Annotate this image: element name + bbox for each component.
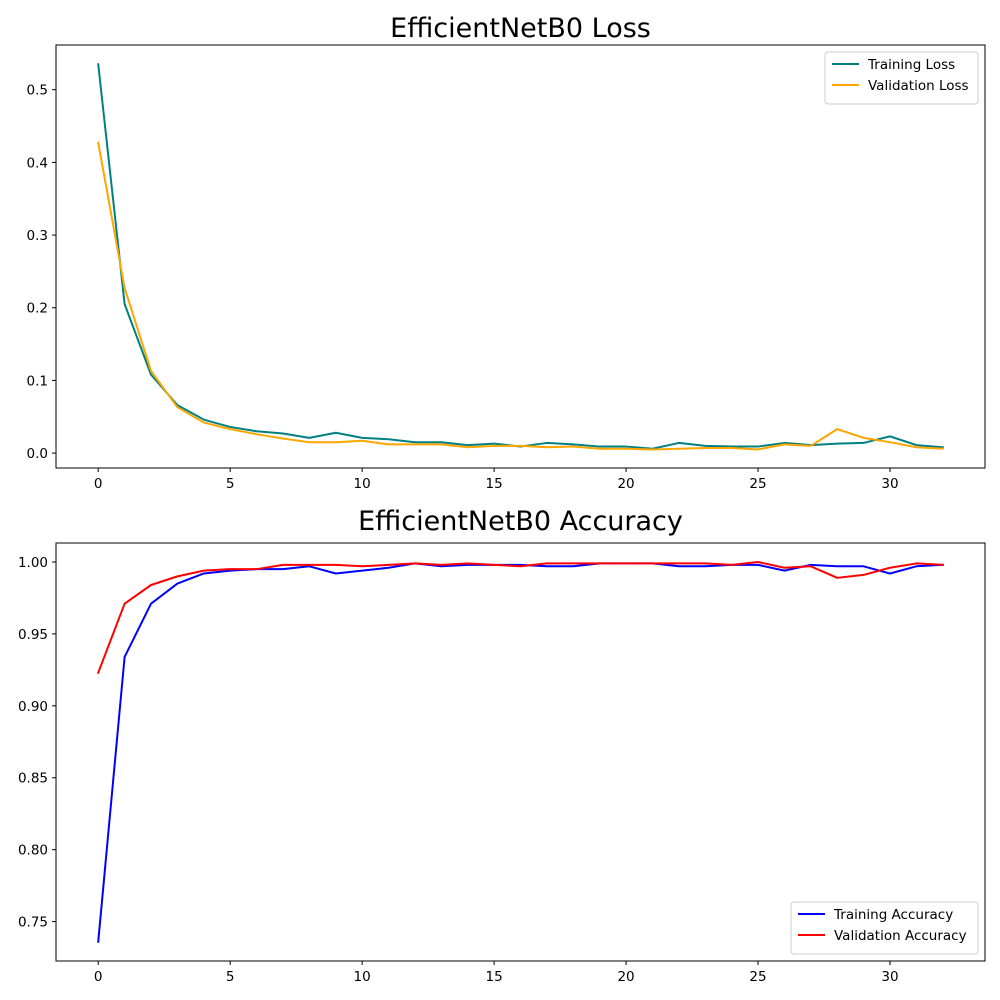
x-tick-label: 15 [486, 476, 503, 492]
plot-frame [55, 542, 986, 962]
y-tick-label: 0.5 [27, 83, 48, 99]
x-tick-label: 25 [749, 476, 766, 492]
loss-chart: EfficientNetB0 Loss 0 5 10 15 20 25 30 0.0 0.1 0.… [27, 13, 986, 492]
y-tick-label: 0.80 [18, 843, 48, 859]
loss-legend: Training Loss Validation Loss [824, 51, 979, 105]
loss-axes: 0 5 10 15 20 25 30 0.0 0.1 0.2 0.3 0.4 0.5 [27, 83, 899, 492]
y-tick-label: 0.90 [18, 699, 48, 715]
x-tick-label: 0 [94, 476, 103, 492]
accuracy-chart: EfficientNetB0 Accuracy 0 5 10 15 20 25 30 0.75… [18, 506, 986, 985]
y-tick-label: 0.95 [18, 627, 48, 643]
x-tick-label: 15 [486, 969, 503, 985]
legend-label-training-loss: Training Loss [867, 57, 955, 73]
plot-frame [55, 44, 986, 469]
x-tick-label: 5 [226, 969, 235, 985]
y-tick-label: 0.0 [27, 446, 48, 462]
x-tick-label: 30 [881, 969, 898, 985]
chart-title: EfficientNetB0 Accuracy [358, 506, 683, 537]
y-tick-label: 0.85 [18, 771, 48, 787]
y-tick-label: 0.3 [27, 228, 48, 244]
loss-series-layer [97, 63, 944, 451]
y-tick-label: 1.00 [18, 555, 48, 571]
x-tick-label: 20 [617, 969, 634, 985]
x-tick-label: 0 [94, 969, 103, 985]
legend-label-training-accuracy: Training Accuracy [833, 907, 953, 923]
x-tick-label: 20 [617, 476, 634, 492]
x-tick-label: 10 [354, 476, 371, 492]
accuracy-axes: 0 5 10 15 20 25 30 0.75 0.80 0.85 0.90 0.95 1.00 [18, 555, 899, 985]
accuracy-series-layer [96, 560, 944, 943]
x-tick-label: 25 [749, 969, 766, 985]
x-tick-label: 30 [881, 476, 898, 492]
legend-label-validation-loss: Validation Loss [868, 78, 969, 94]
validation-loss-line [97, 141, 944, 451]
legend-box [824, 51, 979, 105]
x-tick-label: 10 [354, 969, 371, 985]
y-tick-label: 0.1 [27, 373, 48, 389]
validation-accuracy-line [96, 560, 944, 675]
accuracy-legend: Training Accuracy Validation Accuracy [790, 901, 979, 955]
legend-label-validation-accuracy: Validation Accuracy [834, 928, 967, 944]
y-tick-label: 0.4 [27, 155, 48, 171]
chart-title: EfficientNetB0 Loss [390, 13, 651, 44]
legend-box [790, 901, 979, 955]
y-tick-label: 0.2 [27, 301, 48, 317]
y-tick-label: 0.75 [18, 915, 48, 931]
x-tick-label: 5 [226, 476, 235, 492]
